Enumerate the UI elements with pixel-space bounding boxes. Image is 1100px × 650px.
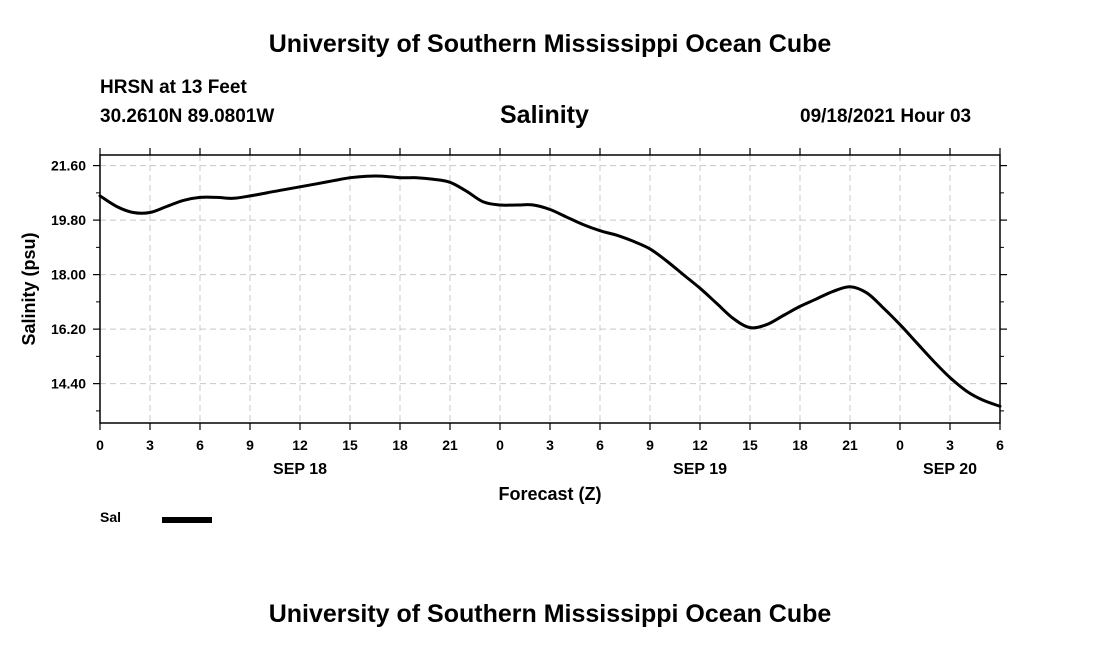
- y-tick-label: 19.80: [51, 212, 86, 228]
- variable-title: Salinity: [500, 101, 589, 129]
- x-tick-label: 18: [792, 437, 808, 453]
- x-tick-label: 15: [742, 437, 758, 453]
- x-tick-label: 6: [996, 437, 1004, 453]
- series-line-sal: [98, 174, 1002, 408]
- x-tick-label: 9: [246, 437, 254, 453]
- x-tick-label: 0: [496, 437, 504, 453]
- y-axis-label: Salinity (psu): [19, 232, 39, 345]
- y-tick-label: 16.20: [51, 321, 86, 337]
- salinity-chart: 21.60 19.80 18.00 16.20 14.40 0 3 6 9 12 15 18 21 0 3…: [19, 148, 1007, 504]
- date-label: SEP 19: [673, 461, 727, 478]
- x-tick-label: 3: [946, 437, 954, 453]
- legend-label: Sal: [100, 509, 122, 525]
- x-tick-label: 3: [546, 437, 554, 453]
- legend-line-swatch: [162, 517, 212, 523]
- x-tick-label: 21: [842, 437, 858, 453]
- x-tick-label: 12: [692, 437, 708, 453]
- x-axis-label: Forecast (Z): [498, 484, 601, 504]
- x-tick-label: 0: [96, 437, 104, 453]
- series-group: [98, 174, 1002, 408]
- x-tick-label: 21: [442, 437, 458, 453]
- station-label: HRSN at 13 Feet: [100, 77, 247, 98]
- station-coordinates: 30.2610N 89.0801W: [100, 106, 275, 127]
- x-tick-label: 15: [342, 437, 358, 453]
- date-label: SEP 18: [273, 461, 327, 478]
- x-axis-ticks: 0 3 6 9 12 15 18 21 0 3 6 9 12 15 18 21 0 3 6: [96, 148, 1004, 453]
- y-tick-label: 18.00: [51, 267, 86, 283]
- x-tick-label: 6: [596, 437, 604, 453]
- x-tick-label: 12: [292, 437, 308, 453]
- page-title-bottom: University of Southern Mississippi Ocean…: [268, 600, 832, 628]
- y-tick-label: 21.60: [51, 158, 86, 174]
- x-tick-label: 9: [646, 437, 654, 453]
- date-labels: SEP 18 SEP 19 SEP 20: [273, 461, 977, 478]
- forecast-datetime: 09/18/2021 Hour 03: [800, 106, 972, 127]
- x-tick-label: 6: [196, 437, 204, 453]
- x-tick-label: 3: [146, 437, 154, 453]
- y-axis-ticks: 21.60 19.80 18.00 16.20 14.40: [51, 158, 1007, 412]
- x-tick-label: 18: [392, 437, 408, 453]
- x-tick-label: 0: [896, 437, 904, 453]
- chart-grid: [100, 155, 1000, 423]
- y-tick-label: 14.40: [51, 376, 86, 392]
- page-title-top: University of Southern Mississippi Ocean…: [268, 30, 832, 58]
- date-label: SEP 20: [923, 461, 977, 478]
